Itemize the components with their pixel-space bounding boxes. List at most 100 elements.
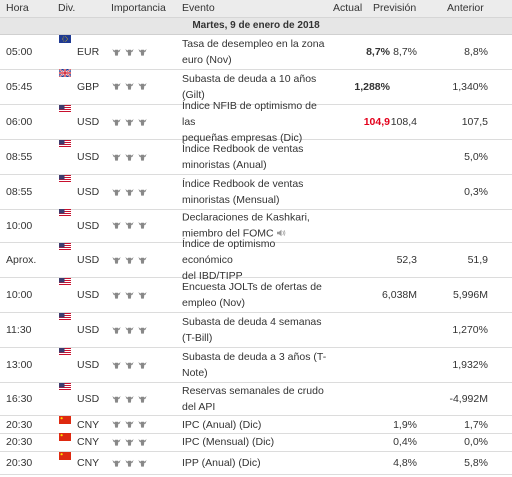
table-header: Hora Div. Importancia Evento Actual Prev… [0, 0, 512, 18]
bull-icon [138, 395, 147, 404]
column-header-evento[interactable]: Evento [182, 2, 215, 14]
us-flag-icon [59, 140, 71, 148]
event-name-text: euro (Nov) [182, 54, 232, 66]
bull-icon [125, 48, 134, 57]
event-name-line: pequeñas empresas (Dic) [182, 130, 327, 146]
cn-flag-icon [59, 433, 71, 441]
currency-code: USD [77, 116, 100, 128]
bull-icon [112, 459, 121, 468]
previous-value: 8,8% [464, 46, 488, 58]
bull-icon [138, 153, 147, 162]
forecast-value: 4,8% [393, 457, 417, 469]
table-row[interactable]: 10:00 USD Encuesta JOLTs de ofertas de empl… [0, 278, 512, 313]
event-time: 10:00 [6, 289, 33, 301]
event-name[interactable]: Índice Redbook de ventas minoristas (Mens… [182, 175, 327, 209]
bull-icon [138, 291, 147, 300]
bull-icon [112, 221, 121, 230]
event-name-line: minoristas (Mensual) [182, 192, 327, 208]
bull-icon [125, 188, 134, 197]
importance-rating [112, 243, 151, 277]
importance-rating [112, 313, 151, 347]
forecast-value: 8,7% [393, 46, 417, 58]
forecast-value [357, 313, 417, 347]
bull-icon [112, 153, 121, 162]
importance-rating [112, 416, 151, 433]
event-name-line: Encuesta JOLTs de ofertas de [182, 281, 322, 293]
table-row[interactable]: Aprox. USD Índice de optimismo económico de… [0, 238, 512, 282]
table-row[interactable]: 08:55 USD Índice Redbook de ventas minorist… [0, 140, 512, 175]
column-header-hora[interactable]: Hora [6, 2, 29, 14]
column-header-prevision[interactable]: Previsión [373, 2, 417, 14]
event-name[interactable]: Índice de optimismo económico del IBD/TIP… [182, 238, 327, 282]
table-row[interactable]: 05:00 EUR Tasa de desempleo en la zona euro… [0, 35, 512, 70]
event-name[interactable]: Tasa de desempleo en la zona euro (Nov) [182, 35, 327, 69]
event-time: 10:00 [6, 219, 33, 232]
event-name[interactable]: Reservas semanales de crudo del API [182, 383, 327, 415]
event-time: 16:30 [6, 393, 33, 405]
bull-icon [138, 48, 147, 57]
us-flag-icon [59, 383, 71, 391]
event-name-text: miembro del FOMC [182, 227, 274, 239]
table-row[interactable]: 20:30 CNY IPC (Mensual) (Dic) 0,4% 0,0% [0, 433, 512, 452]
event-name[interactable]: Encuesta JOLTs de ofertas de empleo (Nov) [182, 278, 327, 312]
actual-value: 1,288% [354, 80, 390, 93]
column-header-actual[interactable]: Actual [333, 2, 363, 14]
currency-code: USD [77, 289, 100, 301]
currency-code: USD [77, 219, 100, 232]
forecast-value [357, 69, 417, 104]
cn-flag-icon [59, 452, 71, 460]
column-header-importancia[interactable]: Importancia [111, 2, 166, 14]
event-name[interactable]: Subasta de deuda a 10 años (Gilt) [182, 69, 327, 104]
previous-value: 107,5 [461, 116, 488, 128]
event-name-text: Note) [182, 367, 208, 379]
event-name[interactable]: IPC (Mensual) (Dic) [182, 433, 327, 451]
currency-code: USD [77, 186, 100, 198]
event-time: 08:55 [6, 151, 33, 163]
table-row[interactable]: 20:30 CNY IPP (Anual) (Dic) 4,8% 5,8% [0, 452, 512, 475]
event-name[interactable]: Subasta de deuda a 3 años (T- Note) [182, 348, 327, 382]
bull-icon [125, 221, 134, 230]
forecast-value: 52,3 [396, 254, 417, 266]
speech-icon [276, 226, 286, 242]
table-row[interactable]: 16:30 USD Reservas semanales de crudo del A… [0, 383, 512, 416]
previous-value: 5,8% [464, 457, 488, 469]
importance-rating [112, 69, 151, 104]
previous-value [428, 209, 488, 242]
actual-value: 104,9 [363, 116, 390, 128]
bull-icon [138, 438, 147, 447]
column-header-anterior[interactable]: Anterior [447, 2, 484, 14]
event-name[interactable]: IPC (Anual) (Dic) [182, 416, 327, 433]
event-name-line: Tasa de desempleo en la zona [182, 38, 325, 50]
previous-value: 51,9 [467, 254, 488, 266]
event-name-line: Índice de optimismo económico [182, 238, 276, 266]
event-time: 13:00 [6, 359, 33, 371]
bull-icon [112, 291, 121, 300]
previous-value: 5,996M [452, 289, 488, 301]
bull-icon [125, 326, 134, 335]
event-name[interactable]: Subasta de deuda 4 semanas (T-Bill) [182, 313, 327, 347]
event-name-line: Note) [182, 365, 327, 381]
bull-icon [125, 291, 134, 300]
forecast-value [357, 175, 417, 209]
bull-icon [125, 153, 134, 162]
table-row[interactable]: 13:00 USD Subasta de deuda a 3 años (T- Not… [0, 348, 512, 383]
importance-rating [112, 140, 151, 174]
table-row[interactable]: 05:45 GBP Subasta de deuda a 10 años (Gilt)… [0, 69, 512, 105]
table-row[interactable]: 11:30 USD Subasta de deuda 4 semanas (T-Bil… [0, 313, 512, 348]
table-row[interactable]: 10:00 USD Declaraciones de Kashkari, miembr… [0, 209, 512, 243]
event-name-line: Índice Redbook de ventas [182, 143, 304, 155]
table-row[interactable]: 08:55 USD Índice Redbook de ventas minorist… [0, 175, 512, 210]
column-header-div[interactable]: Div. [58, 2, 76, 14]
table-row[interactable]: 20:30 CNY IPC (Anual) (Dic) 1,9% 1,7% [0, 416, 512, 434]
event-name[interactable]: Índice NFIB de optimismo de las pequeñas … [182, 100, 327, 144]
currency-code: USD [77, 254, 100, 266]
bull-icon [138, 82, 147, 91]
date-row: Martes, 9 de enero de 2018 [0, 18, 512, 35]
event-time: 20:30 [6, 418, 33, 431]
table-row[interactable]: 06:00 USD Índice NFIB de optimismo de las p… [0, 100, 512, 144]
event-name[interactable]: Índice Redbook de ventas minoristas (Anua… [182, 140, 327, 174]
event-name[interactable]: Declaraciones de Kashkari, miembro del FO… [182, 209, 327, 242]
previous-value: 0,3% [464, 186, 488, 198]
bull-icon [138, 420, 147, 429]
event-name[interactable]: IPP (Anual) (Dic) [182, 452, 327, 474]
